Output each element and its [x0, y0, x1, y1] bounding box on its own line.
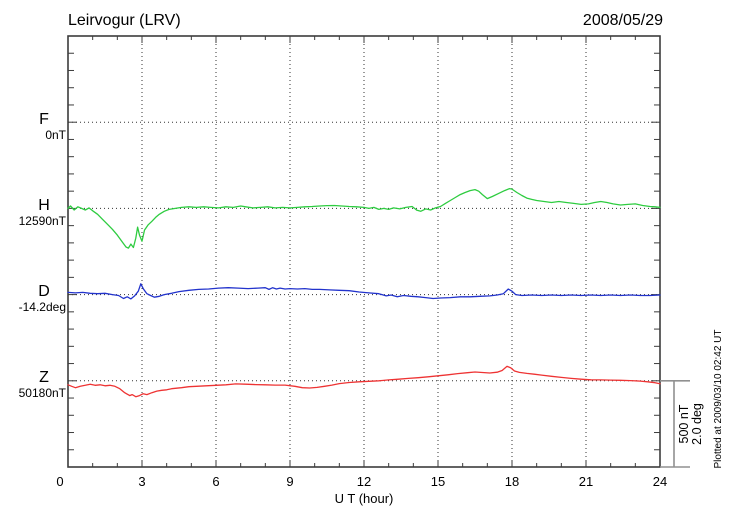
x-tick-labels: 0 3 6 9 12 15 18 21 24	[56, 474, 667, 489]
x-tick-label: 12	[357, 474, 371, 489]
plot-date: 2008/05/29	[583, 12, 663, 29]
x-tick-label: 9	[286, 474, 293, 489]
grid-lines	[68, 36, 660, 467]
scale-bar	[660, 379, 690, 468]
magnetometer-traces	[67, 187, 661, 398]
channel-letter-f: F	[39, 111, 49, 128]
channel-baseline-f: 0nT	[45, 128, 66, 142]
channel-baseline-d: -14.2deg	[19, 300, 66, 314]
channel-baseline-z: 50180nT	[19, 386, 67, 400]
station-title: Leirvogur (LRV)	[68, 12, 181, 29]
x-tick-label: 6	[212, 474, 219, 489]
channel-letter-h: H	[38, 197, 50, 214]
x-tick-label: 18	[505, 474, 519, 489]
channel-baseline-h: 12590nT	[19, 214, 67, 228]
axes-frame	[67, 35, 661, 468]
x-axis-title: U T (hour)	[335, 491, 394, 506]
x-tick-label: 15	[431, 474, 445, 489]
scale-bar-label-deg: 2.0 deg	[690, 403, 704, 445]
channel-letter-d: D	[38, 283, 50, 300]
x-tick-label: 24	[653, 474, 667, 489]
trace-h	[67, 187, 661, 249]
plotted-at-note: Plotted at 2009/03/10 02:42 UT	[713, 330, 724, 469]
x-tick-label: 3	[138, 474, 145, 489]
x-tick-label: 21	[579, 474, 593, 489]
x-tick-label: 0	[56, 474, 63, 489]
scale-bar-label-nt: 500 nT	[677, 404, 691, 443]
channel-letter-z: Z	[39, 369, 49, 386]
trace-z	[67, 365, 661, 398]
trace-d	[67, 283, 661, 300]
